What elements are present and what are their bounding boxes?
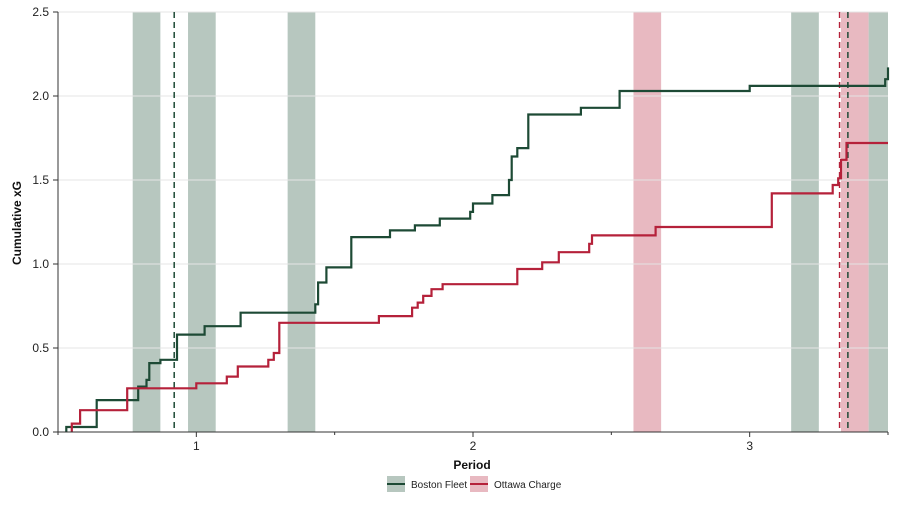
band-boston-fleet-1 xyxy=(188,12,216,432)
y-tick-label-5: 2.5 xyxy=(32,5,49,19)
x-tick-label-1: 2 xyxy=(470,439,477,453)
band-boston-fleet-0 xyxy=(132,12,161,432)
series-line-ottawa-charge xyxy=(70,141,888,432)
band-boston-fleet-6 xyxy=(868,12,888,432)
tick-labels: 0.0 0.5 1.0 1.5 2.0 2.5 1 2 3 xyxy=(32,5,889,453)
y-tick-label-3: 1.5 xyxy=(32,173,49,187)
y-tick-label-0: 0.0 xyxy=(32,425,49,439)
y-tick-label-4: 2.0 xyxy=(32,89,49,103)
y-tick-label-1: 0.5 xyxy=(32,341,49,355)
legend: Boston Fleet Ottawa Charge xyxy=(387,476,562,492)
y-axis-title: Cumulative xG xyxy=(10,181,24,265)
series-line-boston-fleet xyxy=(65,67,890,432)
x-tick-label-2: 3 xyxy=(746,439,753,453)
legend-label-ottawa-charge: Ottawa Charge xyxy=(494,480,562,491)
y-tick-label-2: 1.0 xyxy=(32,257,49,271)
axes xyxy=(57,12,888,433)
band-ottawa-charge-3 xyxy=(633,12,662,432)
band-boston-fleet-4 xyxy=(791,12,819,432)
legend-item-ottawa-charge[interactable]: Ottawa Charge xyxy=(470,476,562,492)
legend-label-boston-fleet: Boston Fleet xyxy=(411,480,467,491)
x-tick-label-0: 1 xyxy=(193,439,200,453)
goal-markers xyxy=(173,12,849,432)
series-lines xyxy=(65,67,890,432)
legend-item-boston-fleet[interactable]: Boston Fleet xyxy=(387,476,467,492)
band-boston-fleet-2 xyxy=(287,12,316,432)
x-axis-title: Period xyxy=(453,458,490,472)
penalty-bands xyxy=(132,12,888,432)
band-ottawa-charge-5 xyxy=(840,12,869,432)
gridlines xyxy=(58,11,888,433)
